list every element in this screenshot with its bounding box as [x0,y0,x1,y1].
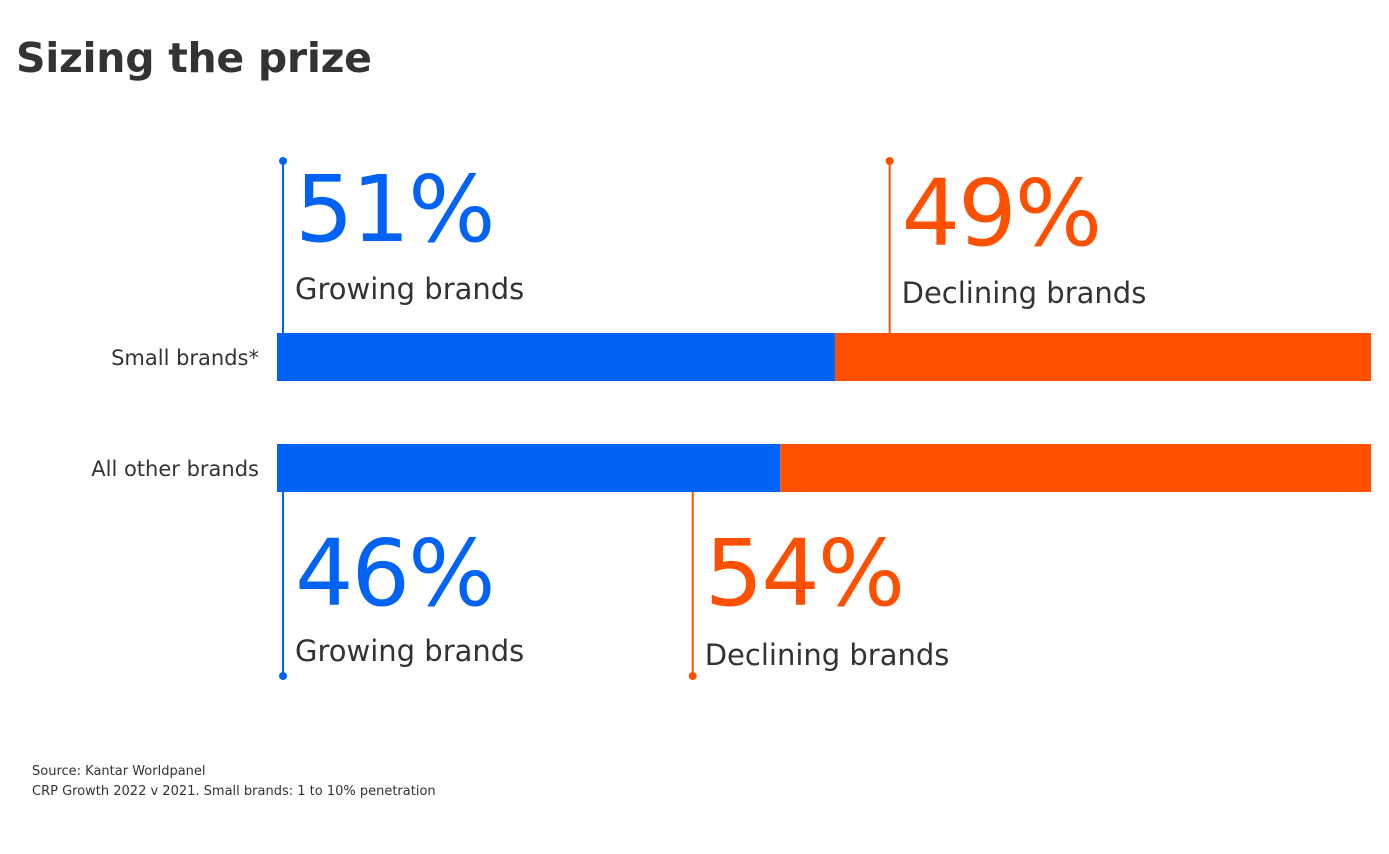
category-label: All other brands [91,457,259,481]
data-label-percent: 54% [705,520,903,627]
data-label-percent: 49% [902,160,1100,267]
bar-segment-declining [780,444,1371,492]
methodology-line: CRP Growth 2022 v 2021. Small brands: 1 … [32,784,436,799]
bar-segment-declining [834,333,1371,381]
source-line: Source: Kantar Worldpanel [32,764,206,779]
category-label: Small brands* [111,346,259,370]
data-label-series: Growing brands [295,634,524,668]
data-label-percent: 46% [295,520,493,627]
data-label-series: Declining brands [902,276,1147,310]
chart-title: Sizing the prize [16,34,372,82]
data-label-series: Declining brands [705,638,950,672]
leader-dot [688,672,697,680]
bar-segment-growing [277,444,781,492]
data-label-series: Growing brands [295,272,524,306]
leader-dot [279,672,287,680]
leader-dot [279,157,287,165]
data-label-percent: 51% [295,156,493,263]
source-note: Source: Kantar Worldpanel CRP Growth 202… [32,762,436,802]
bar-segment-growing [277,333,835,381]
leader-dot [885,157,894,165]
